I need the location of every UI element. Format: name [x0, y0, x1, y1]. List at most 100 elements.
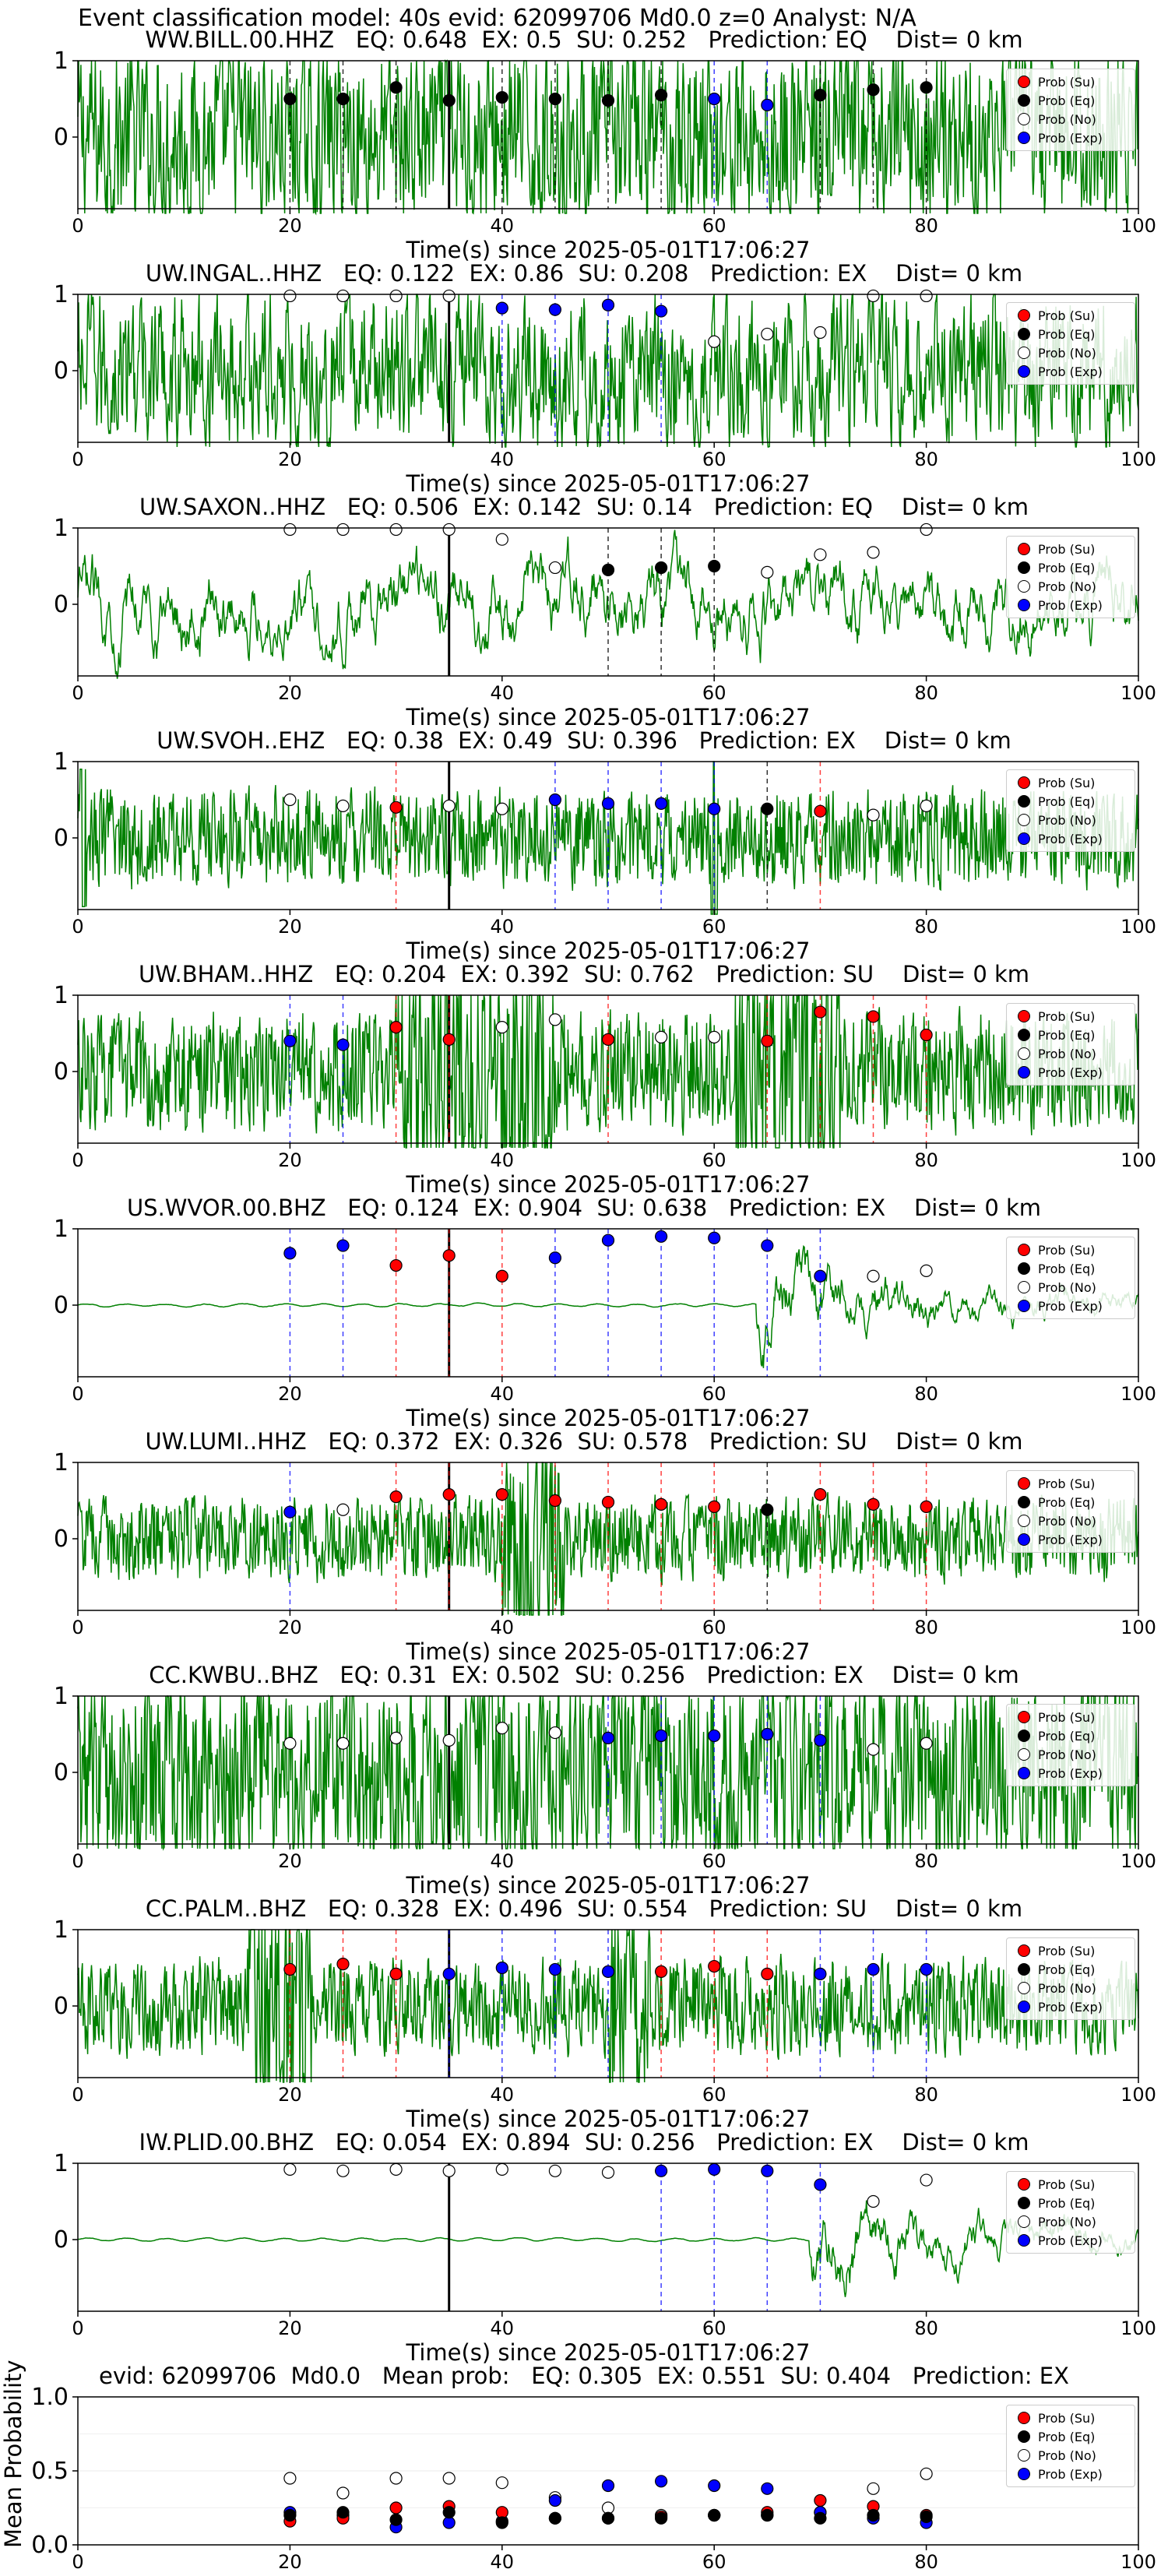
x-tick-label: 40	[491, 1383, 515, 1405]
prediction-point	[495, 1269, 508, 1283]
prediction-point	[920, 1500, 933, 1513]
prediction-point	[389, 523, 403, 537]
legend-entry: Prob (Eq)	[1011, 325, 1130, 343]
panel-title: US.WVOR.00.BHZ EQ: 0.124 EX: 0.904 SU: 0…	[126, 1195, 1042, 1221]
legend-marker	[1018, 1496, 1030, 1508]
x-tick-label: 100	[1121, 682, 1156, 704]
plot-svg: 0 20 40 60 80 100 0 1	[54, 515, 1156, 704]
x-tick-label: 20	[278, 1617, 302, 1638]
mean-prob-point	[389, 2513, 403, 2526]
prediction-point	[601, 1965, 615, 1979]
legend-label: Prob (Eq)	[1038, 1962, 1096, 1977]
y-tick-label: 1	[54, 1449, 69, 1476]
mean-prob-point	[495, 2476, 508, 2490]
waveform-trace	[77, 1694, 1139, 1851]
legend-entry: Prob (Exp)	[1011, 362, 1130, 381]
legend-label: Prob (No)	[1038, 1513, 1096, 1529]
prediction-point	[548, 2164, 562, 2177]
legend-marker	[1018, 1748, 1030, 1761]
prediction-point	[548, 1013, 562, 1026]
x-tick-label: 60	[702, 1617, 726, 1638]
panel-title: UW.BHAM..HHZ EQ: 0.204 EX: 0.392 SU: 0.7…	[138, 961, 1030, 987]
prediction-point	[708, 335, 721, 348]
plot-svg: 0 20 40 60 80 100 0 1	[54, 748, 1156, 938]
prediction-point	[601, 797, 615, 811]
waveform-trace	[77, 1244, 1139, 1368]
prediction-point	[283, 1737, 297, 1750]
prediction-point	[920, 2173, 933, 2187]
plot-area: 0 20 40 60 80 100 0 1	[54, 2150, 1156, 2339]
prediction-point	[654, 1030, 668, 1044]
legend-entry: Prob (Exp)	[1011, 1063, 1130, 1082]
legend-label: Prob (Eq)	[1038, 794, 1096, 809]
prediction-point	[920, 1264, 933, 1278]
axes-frame	[77, 1228, 1139, 1378]
mean-prob-point	[442, 2472, 456, 2485]
axes-frame	[77, 2163, 1139, 2312]
legend-entry: Prob (Su)	[1011, 1007, 1130, 1026]
prediction-point	[389, 1021, 403, 1034]
legend-marker	[1018, 2468, 1030, 2480]
x-tick-label: 40	[491, 449, 515, 470]
legend-label: Prob (Su)	[1038, 1943, 1096, 1958]
x-tick-label: 0	[72, 2317, 83, 2339]
legend-marker	[1018, 1944, 1030, 1957]
legend-label: Prob (Eq)	[1038, 1027, 1096, 1043]
mean-prob-point	[920, 2467, 933, 2480]
prediction-point	[654, 304, 668, 318]
x-tick-label: 20	[278, 1149, 302, 1171]
prediction-point	[814, 2178, 827, 2191]
prediction-point	[920, 523, 933, 537]
prediction-point	[920, 799, 933, 812]
x-axis-label: Time(s) since 2025-05-01T17:06:27	[406, 1872, 811, 1899]
legend-label: Prob (Su)	[1038, 308, 1096, 323]
legend-label: Prob (No)	[1038, 1747, 1096, 1762]
plot-svg: 0 20 40 60 80 100 0 1	[54, 48, 1156, 237]
legend-marker	[1018, 2412, 1030, 2424]
x-tick-label: 60	[702, 215, 726, 237]
plot-area: 0 20 40 60 80 100 0 1	[54, 748, 1156, 938]
legend-entry: Prob (Su)	[1011, 306, 1130, 325]
plot-svg: 0 20 40 60 80 100 0 1	[54, 982, 1156, 1171]
legend-label: Prob (Eq)	[1038, 560, 1096, 575]
prediction-point	[920, 1028, 933, 1042]
x-tick-label: 40	[491, 1617, 515, 1638]
y-tick-label: 1	[54, 515, 69, 542]
y-axis-label: Mean Probability	[0, 2360, 26, 2548]
x-tick-label: 100	[1121, 1617, 1156, 1638]
legend-entry: Prob (Su)	[1011, 2409, 1130, 2427]
x-tick-label: 100	[1121, 2084, 1156, 2106]
prediction-point	[442, 523, 456, 537]
prediction-point	[389, 1490, 403, 1504]
prediction-point	[442, 1967, 456, 1980]
waveform-trace	[77, 2200, 1139, 2297]
legend-marker	[1018, 328, 1030, 340]
panel-title: evid: 62099706 Md0.0 Mean prob: EQ: 0.30…	[99, 2363, 1069, 2389]
panel-title: UW.SVOH..EHZ EQ: 0.38 EX: 0.49 SU: 0.396…	[157, 727, 1011, 754]
prediction-point	[601, 2166, 615, 2179]
prediction-point	[654, 561, 668, 575]
waveform-trace	[77, 994, 1139, 1149]
prediction-point	[336, 1737, 350, 1750]
prediction-point	[495, 533, 508, 546]
legend-marker	[1018, 1477, 1030, 1490]
plot-svg: 0 20 40 60 80 100 0.0 0.5 1.0	[31, 2384, 1156, 2573]
prediction-point	[708, 559, 721, 573]
legend-label: Prob (Exp)	[1038, 831, 1103, 846]
x-tick-label: 20	[278, 449, 302, 470]
legend-label: Prob (Su)	[1038, 1008, 1096, 1024]
legend-label: Prob (Eq)	[1038, 2429, 1096, 2444]
plot-svg: 0 20 40 60 80 100 0 1	[54, 281, 1156, 470]
y-tick-label: 0	[54, 1526, 69, 1553]
prediction-point	[814, 1733, 827, 1747]
legend-label: Prob (Su)	[1038, 775, 1096, 790]
plot-svg: 0 20 40 60 80 100 0 1	[54, 1683, 1156, 1872]
legend-marker	[1018, 1029, 1030, 1041]
x-axis-label: Time(s) since 2025-05-01T17:06:27	[406, 470, 811, 497]
plot-area: 0 20 40 60 80 100 0 1	[54, 1916, 1156, 2106]
legend-label: Prob (Su)	[1038, 1242, 1096, 1258]
x-tick-label: 20	[278, 2317, 302, 2339]
y-tick-label: 0.0	[31, 2532, 69, 2559]
prediction-point	[708, 1729, 721, 1743]
y-tick-label: 0.5	[31, 2458, 69, 2485]
